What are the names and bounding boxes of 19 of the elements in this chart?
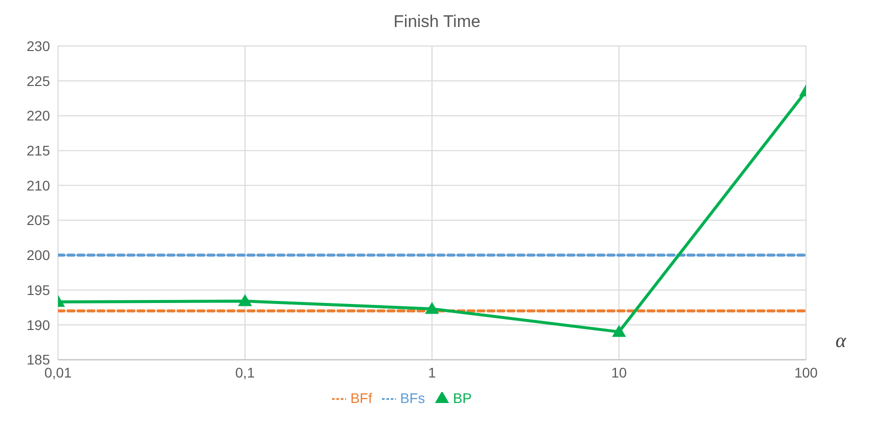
y-tick-label: 190 [26,316,50,333]
y-tick-label: 195 [26,282,50,298]
y-tick-label: 220 [26,108,50,124]
x-tick-label: 0,1 [235,364,255,381]
y-tick-label: 200 [26,247,50,264]
y-tick-label: 230 [26,38,50,54]
chart-title: Finish Time [392,11,482,33]
y-tick-label: 210 [26,177,50,194]
x-tick-label: 100 [794,364,818,381]
x-axis-title: α [836,330,846,353]
point [425,302,439,314]
legend-label: BFf [350,390,372,406]
y-tick-label: 205 [26,212,50,228]
x-tick-label: 10 [611,364,627,381]
legend-label: BP [452,390,472,406]
y-tick-label: 225 [26,72,50,89]
y-tick-label: 215 [26,142,50,159]
x-tick-label: 1 [428,364,436,381]
legend-label: BFs [400,390,425,406]
